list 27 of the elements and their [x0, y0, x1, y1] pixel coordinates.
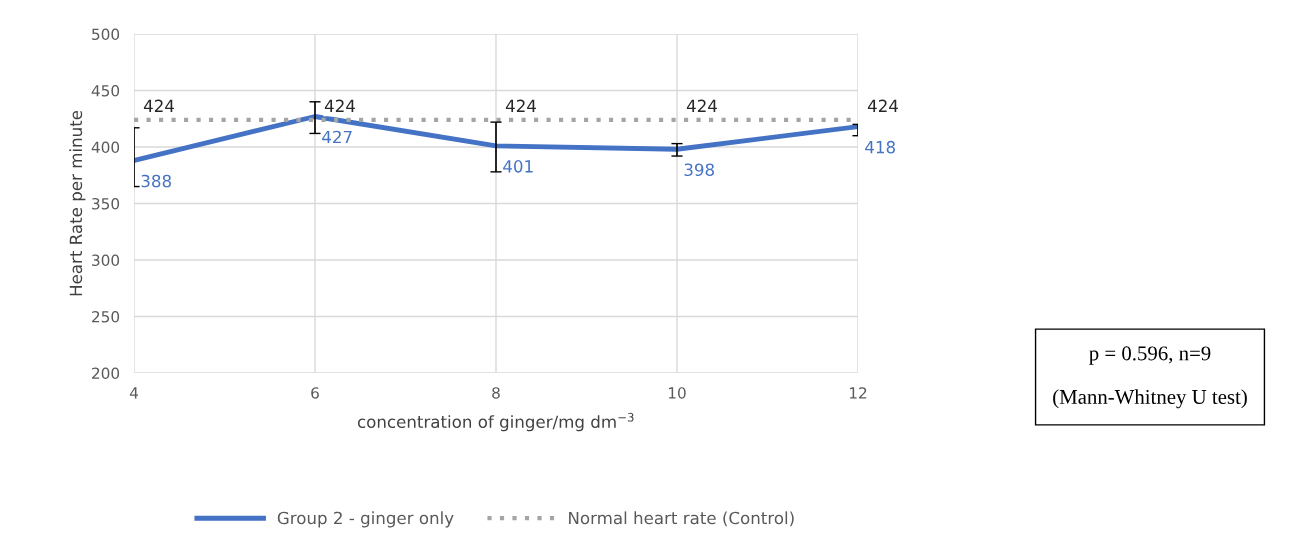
- x-tick-label: 6: [311, 387, 319, 399]
- data-label: 424: [324, 99, 355, 112]
- y-tick-label: 450: [91, 84, 120, 97]
- data-label: 401: [503, 160, 533, 173]
- x-tick-label: 10: [668, 387, 686, 399]
- data-label: 388: [141, 174, 171, 188]
- legend-label: Normal heart rate (Control): [569, 511, 794, 527]
- data-label: 398: [684, 163, 714, 177]
- x-tick-label: 4: [129, 387, 138, 399]
- data-label: 427: [322, 130, 352, 144]
- x-tick-label: 8: [492, 387, 500, 399]
- text: p = 0.596, n=9 (Mann-Whitney U test): [1053, 346, 1247, 409]
- x-axis-title: concentration of ginger/mg dm$^{−3}$: [357, 412, 634, 432]
- data-label: 424: [867, 99, 898, 112]
- y-axis-title: Heart Rate per minute: [69, 110, 86, 296]
- data-label: 424: [686, 99, 717, 112]
- y-tick-label: 500: [92, 28, 120, 41]
- y-tick-label: 250: [92, 310, 120, 323]
- data-label: 424: [143, 99, 174, 112]
- y-tick-label: 350: [92, 197, 120, 210]
- y-tick-label: 300: [92, 254, 120, 267]
- data-label: 424: [505, 99, 536, 112]
- x-tick-label: 12: [849, 387, 867, 399]
- legend-label: Group 2 - ginger only: [277, 511, 454, 528]
- data-label: 418: [865, 140, 895, 154]
- y-tick-label: 400: [91, 141, 120, 154]
- y-tick-label: 200: [92, 367, 120, 380]
